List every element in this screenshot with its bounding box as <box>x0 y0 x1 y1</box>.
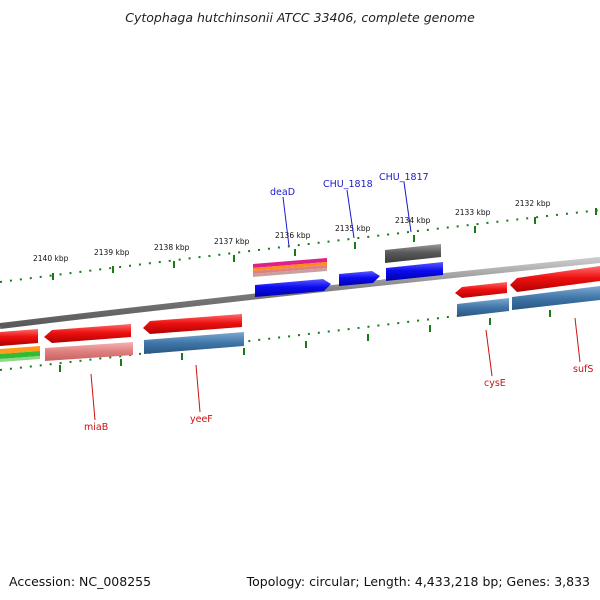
gene-feature <box>144 332 244 354</box>
gene-label-sufS[interactable]: sufS <box>573 364 593 375</box>
gene-feature <box>0 356 40 362</box>
gene-feature <box>253 262 327 271</box>
gene-feature <box>0 346 40 354</box>
accession-text: Accession: NC_008255 <box>9 574 152 589</box>
tick-label: 2137 kbp <box>214 237 250 246</box>
map-title: Cytophaga hutchinsonii ATCC 33406, compl… <box>125 10 475 25</box>
gene-labels: deaD CHU_1818 CHU_1817 miaB yeeF cysE su… <box>84 172 593 433</box>
inner-tick-track <box>0 297 600 372</box>
gene-label-cysE[interactable]: cysE <box>484 378 506 389</box>
genome-summary-text: Topology: circular; Length: 4,433,218 bp… <box>246 574 590 589</box>
gene-label-yeeF[interactable]: yeeF <box>190 414 213 425</box>
tick-label: 2134 kbp <box>395 216 431 225</box>
gene-feature <box>512 286 600 310</box>
gene-label-CHU_1818[interactable]: CHU_1818 <box>323 179 373 190</box>
forward-strand-features <box>253 244 443 297</box>
gene-feature-yeeF <box>143 314 242 334</box>
gene-feature <box>253 265 327 274</box>
gene-feature-CHU_1818 <box>339 271 380 286</box>
tick-label: 2133 kbp <box>455 208 491 217</box>
label-leaders <box>90 181 581 421</box>
gene-feature-CHU_1817 <box>386 262 443 281</box>
gene-feature-deaD <box>255 279 331 297</box>
gene-feature <box>385 244 441 263</box>
reverse-strand-features <box>0 266 600 362</box>
gene-feature-sufS <box>510 266 600 292</box>
gene-label-CHU_1817[interactable]: CHU_1817 <box>379 172 429 183</box>
tick-labels: 2140 kbp 2139 kbp 2138 kbp 2137 kbp 2136… <box>33 199 551 263</box>
gene-label-deaD[interactable]: deaD <box>270 187 295 198</box>
outer-tick-track <box>0 208 600 283</box>
gene-label-miaB[interactable]: miaB <box>84 422 108 433</box>
gene-feature <box>457 298 509 317</box>
gene-feature <box>253 258 327 268</box>
gene-feature <box>0 351 40 359</box>
gene-feature <box>253 268 327 277</box>
gene-feature-cysE <box>455 282 507 298</box>
tick-label: 2132 kbp <box>515 199 551 208</box>
gene-feature <box>45 342 133 361</box>
tick-label: 2140 kbp <box>33 254 69 263</box>
tick-label: 2136 kbp <box>275 231 311 240</box>
tick-label: 2139 kbp <box>94 248 130 257</box>
tick-label: 2138 kbp <box>154 243 190 252</box>
gene-feature-miaB <box>44 324 131 343</box>
gene-feature <box>0 329 38 346</box>
